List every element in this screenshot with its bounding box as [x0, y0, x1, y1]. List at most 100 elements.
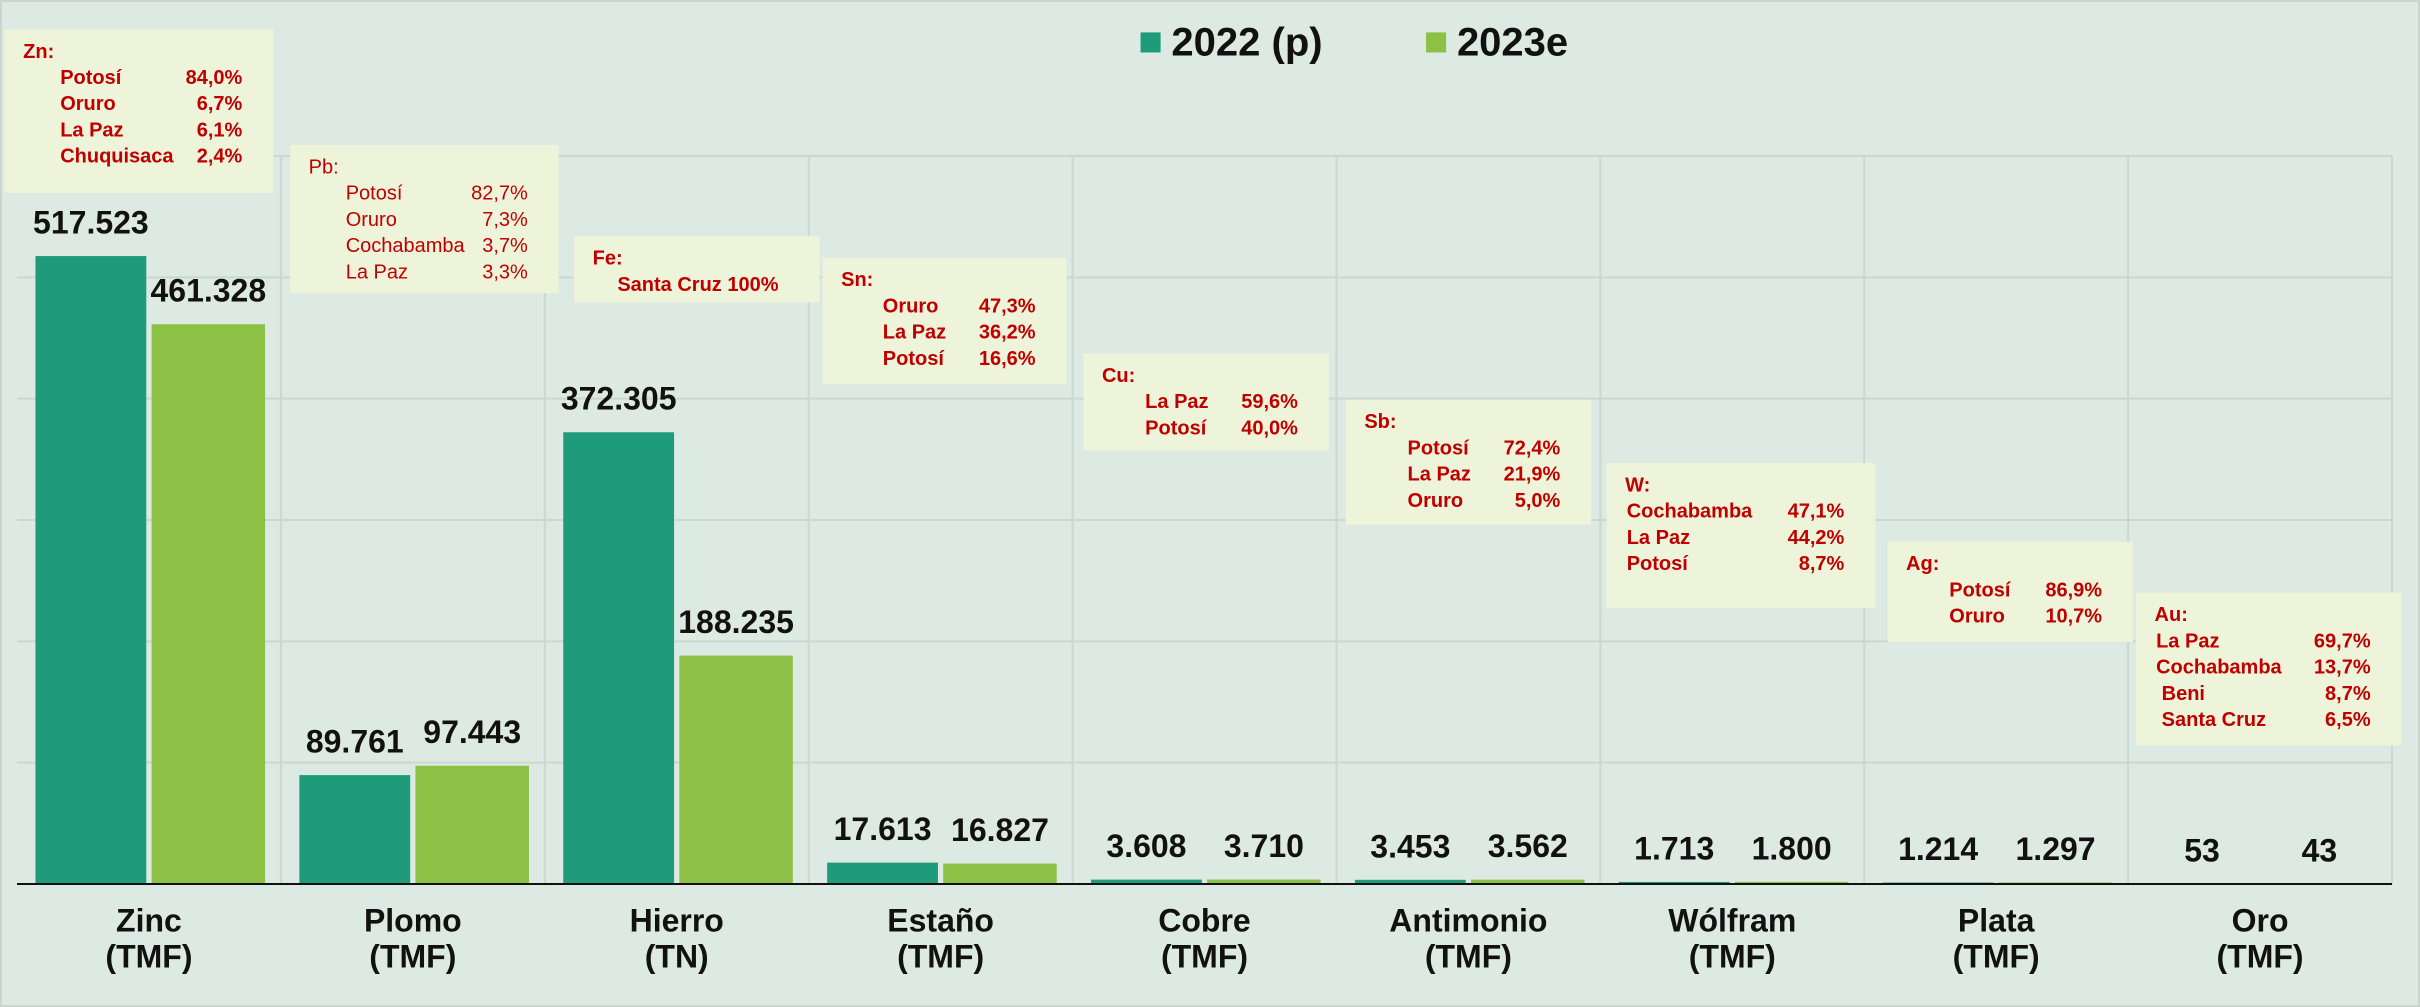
- x-tick-label: Wólfram: [1668, 902, 1796, 938]
- annotation-name: Potosí: [1408, 437, 1471, 459]
- annotation-title: Ag:: [1906, 553, 1939, 575]
- legend-label: 2023e: [1457, 20, 1568, 64]
- annotation-value: 6,7%: [197, 93, 243, 115]
- annotation-name: Potosí: [346, 183, 403, 205]
- annotation-value: 8,7%: [1799, 553, 1845, 575]
- value-label: 372.305: [561, 381, 677, 417]
- annotation-value: 2,4%: [197, 146, 243, 168]
- annotation-title: Pb:: [309, 157, 339, 179]
- value-label: 16.827: [951, 812, 1049, 848]
- annotation-name: La Paz: [883, 322, 946, 344]
- annotation-name: La Paz: [1145, 391, 1208, 413]
- annotation-value: 86,9%: [2045, 579, 2102, 601]
- x-tick-label: Zinc: [116, 902, 182, 938]
- annotation-title: Fe:: [593, 248, 623, 270]
- value-label: 17.613: [834, 811, 932, 847]
- x-tick-label: (TN): [645, 938, 709, 974]
- annotation-value: 36,2%: [979, 322, 1036, 344]
- annotation-name: Cochabamba: [2156, 657, 2282, 679]
- annotation-name: La Paz: [60, 119, 123, 141]
- x-tick-label: (TMF): [897, 938, 984, 974]
- x-tick-label: (TMF): [1689, 938, 1776, 974]
- annotation-value: 47,1%: [1788, 501, 1845, 523]
- value-label: 461.328: [150, 273, 266, 309]
- bar: [1091, 879, 1202, 884]
- legend-label: 2022 (p): [1171, 20, 1322, 64]
- annotation-name: La Paz: [1408, 464, 1471, 486]
- annotation-box: [574, 236, 820, 303]
- annotation-value: 72,4%: [1504, 437, 1561, 459]
- x-tick-label: Plata: [1958, 902, 2035, 938]
- annotation-value: 3,3%: [482, 261, 528, 283]
- annotation-name: La Paz: [1627, 527, 1690, 549]
- value-label: 1.297: [2016, 831, 2096, 867]
- value-label: 517.523: [33, 205, 149, 241]
- x-tick-label: Antimonio: [1389, 902, 1547, 938]
- value-label: 1.214: [1898, 831, 1978, 867]
- annotation-name: Santa Cruz 100%: [617, 274, 778, 296]
- bar: [1618, 881, 1730, 884]
- annotation-value: 5,0%: [1515, 490, 1561, 512]
- value-label: 188.235: [678, 604, 794, 640]
- legend-swatch: [1140, 32, 1161, 53]
- x-tick-label: Estaño: [887, 902, 994, 938]
- annotation-title: Cu:: [1102, 365, 1135, 387]
- annotation-value: 69,7%: [2314, 630, 2371, 652]
- annotation-value: 47,3%: [979, 295, 1036, 317]
- bar: [299, 775, 411, 884]
- annotation-name: Oruro: [346, 209, 397, 231]
- annotation-title: Sn:: [841, 269, 873, 291]
- bar: [943, 863, 1057, 884]
- bar: [151, 324, 266, 884]
- x-tick-label: Cobre: [1158, 902, 1250, 938]
- bar: [415, 765, 529, 884]
- annotation-name: Oruro: [60, 93, 116, 115]
- annotation-name: Potosí: [883, 348, 946, 370]
- annotation-title: W:: [1625, 474, 1650, 496]
- annotation-box: [822, 257, 1067, 385]
- x-tick-label: Hierro: [630, 902, 724, 938]
- value-label: 97.443: [423, 714, 521, 750]
- annotation-title: Zn:: [23, 41, 54, 63]
- annotation-name: Santa Cruz: [2156, 709, 2266, 731]
- annotation-value: 16,6%: [979, 348, 1036, 370]
- annotation-value: 6,5%: [2325, 709, 2371, 731]
- annotation-box: [4, 29, 274, 193]
- value-label: 3.710: [1224, 828, 1304, 864]
- annotation-name: Oruro: [1408, 490, 1464, 512]
- bar: [679, 655, 793, 884]
- annotation-name: Potosí: [1949, 579, 2012, 601]
- x-tick-label: Plomo: [364, 902, 462, 938]
- annotation-value: 21,9%: [1504, 464, 1561, 486]
- x-tick-label: (TMF): [369, 938, 456, 974]
- annotation-name: Chuquisaca: [60, 146, 174, 168]
- annotation-title: Au:: [2155, 604, 2188, 626]
- annotation-name: Potosí: [1627, 553, 1690, 575]
- annotation-value: 59,6%: [1241, 391, 1298, 413]
- annotation-value: 44,2%: [1788, 527, 1845, 549]
- bar: [1734, 881, 1849, 884]
- annotation-name: Oruro: [1949, 606, 2005, 628]
- annotation-value: 40,0%: [1241, 417, 1298, 439]
- value-label: 3.453: [1370, 828, 1450, 864]
- value-label: 3.608: [1106, 828, 1186, 864]
- value-label: 1.800: [1752, 830, 1832, 866]
- annotation-name: Potosí: [60, 67, 123, 89]
- bar: [563, 432, 675, 884]
- value-label: 89.761: [306, 724, 404, 760]
- x-tick-label: (TMF): [1161, 938, 1248, 974]
- annotation-value: 3,7%: [482, 235, 528, 257]
- legend-swatch: [1426, 32, 1447, 53]
- annotation-value: 82,7%: [471, 183, 528, 205]
- x-tick-label: (TMF): [2217, 938, 2304, 974]
- annotation-value: 10,7%: [2045, 606, 2102, 628]
- annotation-name: Oruro: [883, 295, 939, 317]
- value-label: 43: [2302, 832, 2338, 868]
- annotation-value: 13,7%: [2314, 657, 2371, 679]
- annotation-name: La Paz: [2156, 630, 2219, 652]
- annotation-name: La Paz: [346, 261, 408, 283]
- annotation-box: [290, 145, 559, 294]
- bar: [35, 256, 147, 884]
- x-tick-label: Oro: [2232, 902, 2289, 938]
